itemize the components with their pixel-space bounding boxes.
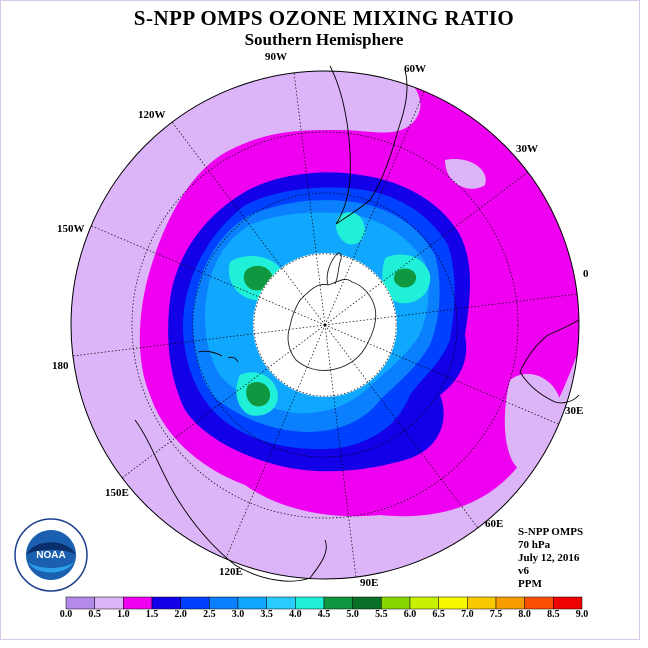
colorbar-tick-label: 7.0 (461, 609, 474, 620)
lon-label-90w: 90W (265, 51, 287, 63)
colorbar-swatch (553, 596, 583, 610)
meridian-line (324, 324, 559, 425)
lon-label-120w: 120W (138, 109, 166, 121)
colorbar-swatch (123, 596, 153, 610)
colorbar-swatch (151, 596, 181, 610)
colorbar-swatch (180, 596, 210, 610)
contour-band-4-0 (393, 268, 417, 288)
new-zealand-coastline (197, 350, 239, 363)
meridian-line (324, 324, 357, 578)
colorbar-swatch (237, 596, 267, 610)
lon-label-150w: 150W (57, 223, 85, 235)
lon-label-30w: 30W (516, 143, 538, 155)
colorbar-tick-label: 5.5 (375, 609, 388, 620)
meridian-line (121, 324, 326, 479)
colorbar-tick-label: 4.0 (289, 609, 302, 620)
contour-band-3-5 (336, 212, 365, 245)
lon-label-90e: 90E (360, 577, 379, 589)
colorbar-swatch (381, 596, 411, 610)
contour-band-4-0 (246, 381, 271, 407)
colorbar-tick-label: 1.5 (145, 609, 159, 620)
latitude-circle (253, 253, 397, 397)
map-title: S-NPP OMPS OZONE MIXING RATIO (133, 6, 515, 30)
info-units: PPM (518, 578, 542, 590)
colorbar-tick-label: 3.5 (260, 609, 273, 620)
australia-coastline (134, 419, 327, 582)
colorbar-swatch (94, 596, 124, 610)
colorbar-tick-label: 7.5 (489, 609, 503, 620)
colorbar-swatch (65, 596, 95, 610)
antarctic-peninsula (326, 252, 342, 286)
info-version: v6 (518, 565, 529, 577)
latitude-circle (131, 131, 519, 519)
colorbar-tick-label: 6.5 (432, 609, 445, 620)
colorbar-swatch (209, 596, 239, 610)
lon-label-120e: 120E (219, 566, 243, 578)
map-boundary (70, 70, 580, 580)
figure-frame (0, 0, 640, 640)
colorbar-tick-label: 4.5 (317, 609, 331, 620)
info-date: July 12, 2016 (518, 552, 580, 564)
colorbar-swatch (295, 596, 325, 610)
colorbar-swatch (352, 596, 382, 610)
colorbar-tick-label: 1.0 (117, 609, 130, 620)
colorbar-tick-label: 8.5 (547, 609, 560, 620)
meridian-line (324, 293, 578, 326)
meridian-line (91, 225, 326, 326)
meridian-line (293, 72, 326, 326)
meridian-line (225, 324, 326, 559)
meridian-line (324, 171, 529, 326)
colorbar-swatch (524, 596, 554, 610)
latitude-circle (192, 192, 458, 458)
colorbar-tick-label: 3.0 (231, 609, 245, 620)
noaa-logo-text: NOAA (36, 550, 65, 561)
info-instrument: S-NPP OMPS (518, 526, 584, 538)
colorbar-tick-label: 0.5 (88, 609, 101, 620)
contour-band-4-0 (243, 265, 273, 291)
colorbar-swatch (409, 596, 439, 610)
colorbar-tick-label: 8.0 (518, 609, 531, 620)
meridian-line (324, 324, 479, 529)
lon-label-60e: 60E (485, 518, 504, 530)
noaa-logo: NOAA (14, 518, 88, 592)
africa-coastline (519, 319, 580, 404)
colorbar-tick-label: 9.0 (575, 609, 589, 620)
colorbar-tick-label: 2.5 (203, 609, 216, 620)
colorbar-tick-label: 2.0 (174, 609, 187, 620)
colorbar-swatch (467, 596, 497, 610)
colorbar (65, 596, 583, 610)
colorbar-swatch (323, 596, 353, 610)
colorbar-swatch (495, 596, 525, 610)
meridian-line (171, 121, 326, 326)
south-pole-marker (323, 323, 327, 327)
colorbar-swatch (266, 596, 296, 610)
map-subtitle: Southern Hemisphere (244, 30, 404, 49)
colorbar-swatch (438, 596, 468, 610)
graticule (72, 72, 578, 578)
contour-band-0-5-pocket (445, 159, 486, 189)
south-america-coastline (329, 65, 408, 225)
lon-label-150e: 150E (105, 487, 129, 499)
lon-label-60w: 60W (404, 63, 426, 75)
meridian-line (324, 91, 425, 326)
colorbar-tick-label: 0.0 (59, 609, 73, 620)
lon-label-180: 180 (52, 360, 69, 372)
contour-band-0-5-pocket (504, 373, 560, 470)
lon-label-30e: 30E (565, 405, 584, 417)
meridian-line (72, 324, 326, 357)
colorbar-tick-label: 5.0 (346, 609, 359, 620)
colorbar-tick-label: 6.0 (403, 609, 417, 620)
lon-label-0: 0 (583, 268, 589, 280)
info-level: 70 hPa (518, 539, 551, 551)
